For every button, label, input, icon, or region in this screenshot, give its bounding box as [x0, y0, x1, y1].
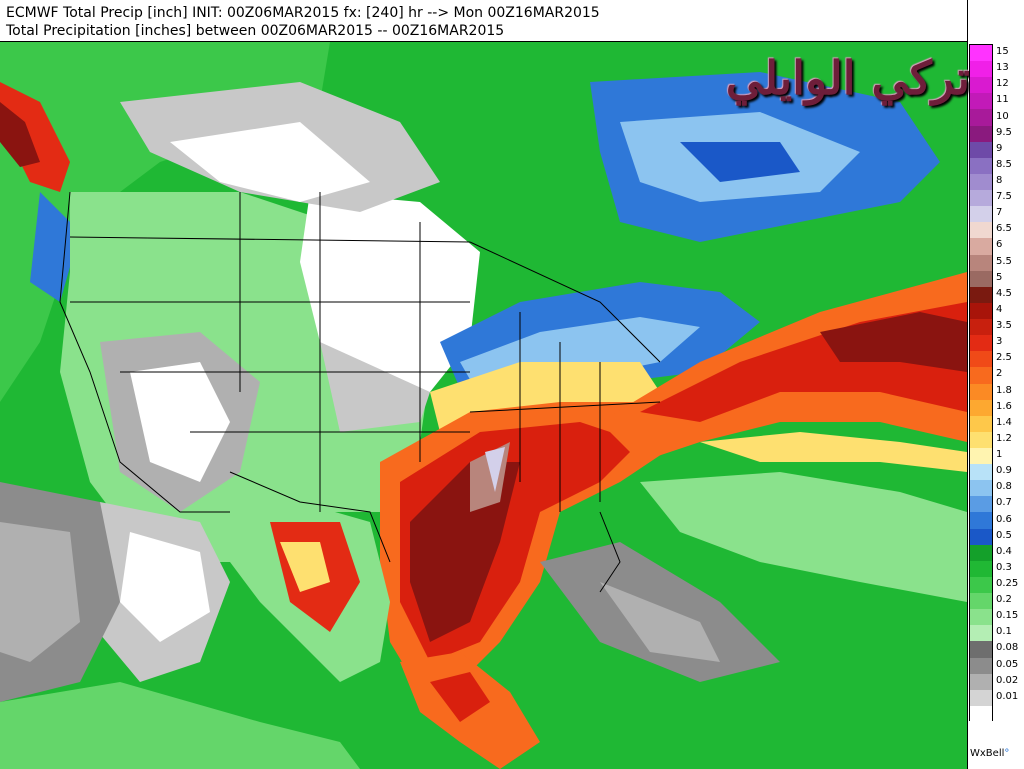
baja-dry	[120, 532, 210, 642]
legend-swatch	[970, 335, 992, 353]
legend-swatch	[970, 206, 992, 224]
legend-swatch	[970, 512, 992, 530]
legend-label: 7.5	[996, 191, 1012, 203]
legend-label: 8.5	[996, 158, 1012, 170]
pacific-coast-heavy-precip	[0, 82, 70, 192]
legend-swatch	[970, 286, 992, 304]
wxbell-logo: WxBell°	[970, 748, 1009, 759]
precipitation-map	[0, 41, 968, 769]
legend-label: 0.5	[996, 529, 1012, 541]
legend-swatch	[970, 222, 992, 240]
legend-label: 2.5	[996, 352, 1012, 364]
legend-label: 15	[996, 46, 1009, 58]
legend-swatch	[970, 641, 992, 659]
legend-swatch	[970, 190, 992, 208]
legend-swatch	[970, 496, 992, 514]
legend-swatch	[970, 447, 992, 465]
legend-swatch	[970, 351, 992, 369]
legend-label: 1.2	[996, 432, 1012, 444]
precip-legend-bar	[969, 44, 993, 723]
legend-label: 0.01	[996, 690, 1019, 702]
legend-label: 1.6	[996, 400, 1012, 412]
title-line-2: Total Precipitation [inches] between 00Z…	[6, 23, 505, 39]
legend-label: 0.1	[996, 626, 1012, 638]
legend-label: 0.25	[996, 577, 1019, 589]
legend-label: 8	[996, 175, 1003, 186]
state-borders	[59, 191, 661, 593]
legend-label: 10	[996, 110, 1009, 122]
legend-label: 3	[996, 336, 1003, 348]
legend-swatch	[970, 593, 992, 611]
legend-label: 3.5	[996, 320, 1012, 332]
legend-swatch	[970, 657, 992, 675]
legend-label: 7	[996, 207, 1003, 219]
legend-label: 6	[996, 239, 1003, 251]
legend-label: 0.05	[996, 658, 1019, 670]
legend-swatch	[970, 367, 992, 385]
legend-label: 0.2	[996, 594, 1012, 606]
legend-swatch	[970, 125, 992, 143]
legend-swatch	[970, 77, 992, 95]
legend-swatch	[970, 625, 992, 643]
legend-label: 9.5	[996, 126, 1012, 138]
legend-swatch	[970, 61, 992, 79]
legend-swatch	[970, 383, 992, 401]
legend-label: 0.4	[996, 545, 1012, 557]
legend-swatch	[970, 109, 992, 127]
legend-swatch	[970, 480, 992, 498]
title-line-1: ECMWF Total Precip [inch] INIT: 00Z06MAR…	[6, 5, 600, 21]
legend-label: 0.15	[996, 610, 1019, 622]
legend-swatch	[970, 157, 992, 175]
legend-label: 0.3	[996, 561, 1012, 573]
brand-dot: °	[1004, 748, 1010, 759]
legend-label: 9	[996, 142, 1003, 154]
central-plains-dry	[300, 192, 480, 402]
legend-label: 1	[996, 449, 1003, 461]
legend-swatch	[970, 173, 992, 191]
legend-label: 1.8	[996, 384, 1012, 396]
legend-label: 11	[996, 94, 1009, 106]
map-canvas	[0, 42, 967, 769]
legend-swatch	[970, 576, 992, 594]
legend-swatch	[970, 399, 992, 417]
southwest-dry	[130, 362, 230, 482]
legend-label: 0.7	[996, 497, 1012, 509]
legend-swatch	[970, 673, 992, 691]
legend-label: 1.4	[996, 416, 1012, 428]
legend-label: 13	[996, 62, 1009, 74]
legend-swatch	[970, 560, 992, 578]
legend-label: 0.9	[996, 465, 1012, 477]
legend-label: 4.5	[996, 287, 1012, 299]
legend-swatch	[970, 45, 992, 62]
legend-label: 6.5	[996, 223, 1012, 235]
arabic-watermark: تركي الوايلي	[725, 51, 970, 105]
legend-swatch	[970, 93, 992, 111]
legend-swatch	[970, 254, 992, 272]
map-title: ECMWF Total Precip [inch] INIT: 00Z06MAR…	[6, 4, 966, 40]
legend-label: 0.6	[996, 513, 1012, 525]
legend-swatch	[970, 141, 992, 159]
legend-label: 2	[996, 368, 1003, 380]
legend-label: 5.5	[996, 255, 1012, 267]
legend-swatch	[970, 705, 992, 723]
legend-label: 5	[996, 271, 1003, 283]
legend-swatch	[970, 238, 992, 256]
legend-swatch	[970, 689, 992, 707]
legend-swatch	[970, 431, 992, 449]
legend-swatch	[970, 464, 992, 482]
legend-label: 0.02	[996, 674, 1019, 686]
legend-swatch	[970, 415, 992, 433]
legend-label: 4	[996, 303, 1003, 315]
legend-label: 12	[996, 78, 1009, 90]
legend-swatch	[970, 302, 992, 320]
legend-swatch	[970, 609, 992, 627]
brand-text: WxBell	[970, 748, 1005, 759]
legend-swatch	[970, 544, 992, 562]
legend-swatch	[970, 319, 992, 337]
legend-label: 0.8	[996, 481, 1012, 493]
legend-label: 0.08	[996, 642, 1019, 654]
legend-swatch	[970, 528, 992, 546]
legend-swatch	[970, 270, 992, 288]
